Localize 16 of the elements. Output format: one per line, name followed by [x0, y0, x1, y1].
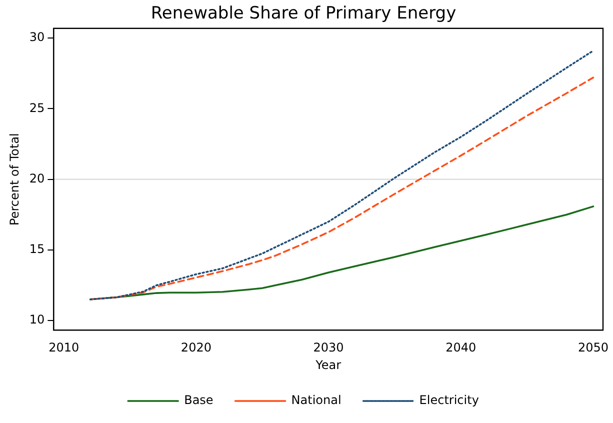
y-tick-label: 25 [29, 100, 45, 115]
y-tick-label: 20 [29, 171, 45, 186]
x-tick-label: 2040 [446, 340, 476, 355]
y-tick-label: 10 [29, 312, 45, 327]
y-axis-title: Percent of Total [7, 133, 22, 226]
legend-label: National [291, 393, 342, 408]
chart-title: Renewable Share of Primary Energy [150, 4, 456, 24]
legend-label: Base [184, 393, 214, 408]
x-tick-label: 2020 [180, 340, 212, 355]
y-tick-label: 15 [29, 242, 45, 256]
x-tick-label: 2010 [48, 340, 80, 355]
x-tick-label: 2030 [313, 340, 344, 355]
y-tick-label: 30 [29, 30, 45, 44]
x-axis-title: Year [314, 358, 342, 372]
legend-label: Electricity [419, 393, 479, 408]
x-tick-label: 2050 [578, 340, 608, 355]
